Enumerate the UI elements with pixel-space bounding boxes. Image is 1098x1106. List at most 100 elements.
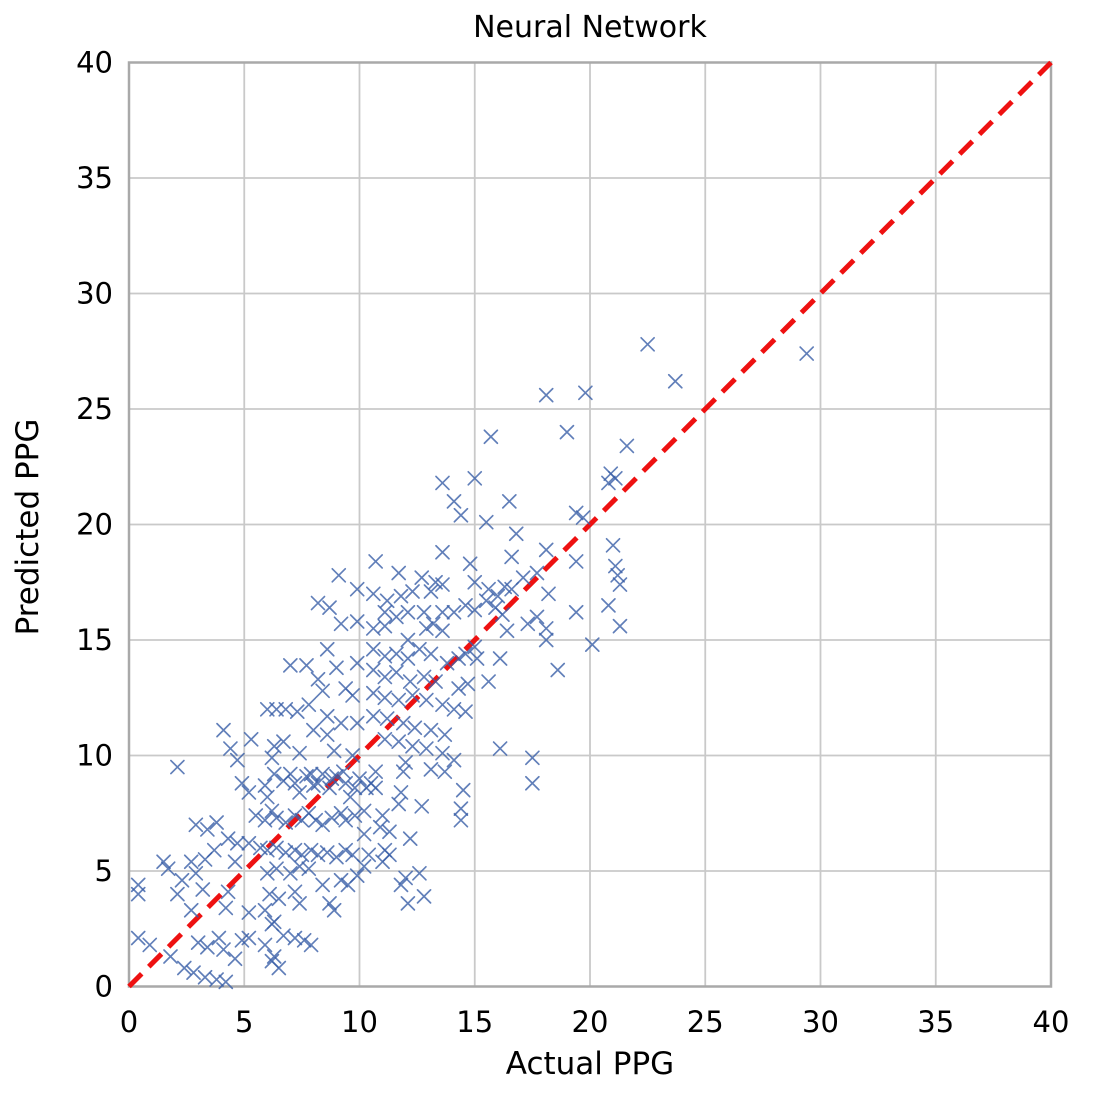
- data-point-marker: [389, 664, 404, 680]
- data-point-marker: [349, 655, 365, 671]
- data-point-marker: [183, 902, 199, 918]
- data-point-marker: [492, 741, 508, 756]
- data-point-marker: [520, 616, 536, 632]
- data-point-marker: [418, 692, 434, 708]
- data-point-marker: [462, 556, 478, 572]
- data-point-marker: [287, 842, 303, 858]
- data-point-marker: [188, 817, 204, 833]
- x-tick-label: 0: [120, 1005, 138, 1039]
- data-point-marker: [209, 815, 224, 830]
- x-axis-label: Actual PPG: [505, 1046, 675, 1082]
- data-point-marker: [315, 817, 330, 833]
- data-point-marker: [209, 972, 224, 987]
- data-point-marker: [266, 949, 282, 964]
- data-point-marker: [333, 715, 349, 731]
- data-point-marker: [200, 939, 215, 955]
- data-point-marker: [333, 616, 349, 632]
- data-point-marker: [400, 604, 416, 620]
- data-point-marker: [402, 831, 418, 847]
- y-tick-label: 15: [76, 623, 113, 657]
- plot-frame: [127, 61, 1053, 988]
- data-point-marker: [308, 812, 324, 828]
- data-point-marker: [278, 845, 294, 860]
- data-point-marker: [492, 651, 508, 666]
- data-point-marker: [435, 577, 450, 592]
- data-point-marker: [538, 621, 554, 636]
- data-point-marker: [608, 470, 623, 486]
- data-point-marker: [365, 662, 381, 678]
- data-point-marker: [329, 660, 344, 676]
- y-tick-label: 5: [95, 854, 113, 888]
- x-tick-label: 15: [456, 1005, 493, 1039]
- data-point-marker: [356, 859, 372, 874]
- data-point-marker: [227, 951, 243, 967]
- data-point-marker: [391, 796, 407, 812]
- data-point-marker: [319, 708, 335, 724]
- data-point-marker: [188, 865, 204, 881]
- data-point-marker: [170, 759, 185, 775]
- data-point-marker: [329, 768, 344, 784]
- data-point-marker: [218, 900, 234, 916]
- data-point-marker: [393, 588, 409, 604]
- data-point-marker: [156, 854, 171, 870]
- data-point-marker: [405, 688, 420, 703]
- data-point-marker: [264, 916, 280, 932]
- data-point-marker: [130, 930, 146, 946]
- data-point-marker: [283, 766, 298, 782]
- y-tick-label: 35: [76, 161, 113, 195]
- data-point-marker: [414, 570, 430, 585]
- data-point-marker: [365, 685, 381, 701]
- data-point-marker: [329, 849, 344, 865]
- data-point-marker: [234, 775, 250, 791]
- data-point-marker: [416, 889, 432, 904]
- data-point-marker: [446, 494, 462, 509]
- data-point-marker: [345, 748, 360, 763]
- data-point-marker: [412, 641, 427, 657]
- data-point-marker: [529, 565, 545, 581]
- data-point-marker: [407, 720, 423, 736]
- x-tick-label: 35: [917, 1005, 954, 1039]
- data-point-marker: [342, 789, 358, 805]
- data-point-marker: [266, 766, 282, 782]
- x-tick-label: 30: [802, 1005, 839, 1039]
- data-point-marker: [667, 373, 683, 389]
- data-point-marker: [299, 658, 314, 673]
- data-point-marker: [395, 715, 411, 731]
- data-point-marker: [338, 775, 354, 791]
- data-point-marker: [435, 623, 450, 639]
- data-point-marker: [416, 669, 432, 685]
- data-point-marker: [377, 669, 393, 685]
- data-point-marker: [398, 870, 413, 886]
- data-point-marker: [259, 789, 275, 805]
- data-point-marker: [216, 942, 231, 957]
- data-point-marker: [349, 868, 365, 883]
- x-tick-label: 10: [341, 1005, 378, 1039]
- data-point-marker: [501, 494, 517, 509]
- data-point-marker: [223, 741, 238, 756]
- data-point-marker: [174, 872, 190, 888]
- data-point-marker: [195, 882, 211, 897]
- data-point-marker: [437, 764, 453, 780]
- data-point-marker: [391, 565, 407, 581]
- x-tick-label: 25: [687, 1005, 724, 1039]
- data-point-marker: [289, 704, 305, 719]
- data-point-marker: [365, 586, 381, 602]
- data-point-marker: [382, 824, 397, 840]
- data-point-marker: [578, 385, 593, 401]
- data-point-marker: [368, 554, 383, 569]
- data-point-marker: [575, 510, 591, 525]
- data-point-marker: [416, 604, 432, 620]
- data-point-marker: [241, 835, 257, 851]
- data-point-marker: [504, 581, 519, 597]
- data-point-marker: [163, 949, 178, 964]
- data-point-marker: [345, 688, 360, 703]
- data-point-marker: [601, 475, 616, 491]
- data-point-marker: [559, 424, 575, 440]
- data-point-marker: [400, 632, 416, 648]
- data-point-marker: [241, 930, 257, 946]
- data-point-marker: [216, 722, 231, 738]
- data-point-marker: [259, 842, 275, 858]
- data-point-marker: [467, 470, 483, 486]
- data-point-marker: [423, 646, 439, 662]
